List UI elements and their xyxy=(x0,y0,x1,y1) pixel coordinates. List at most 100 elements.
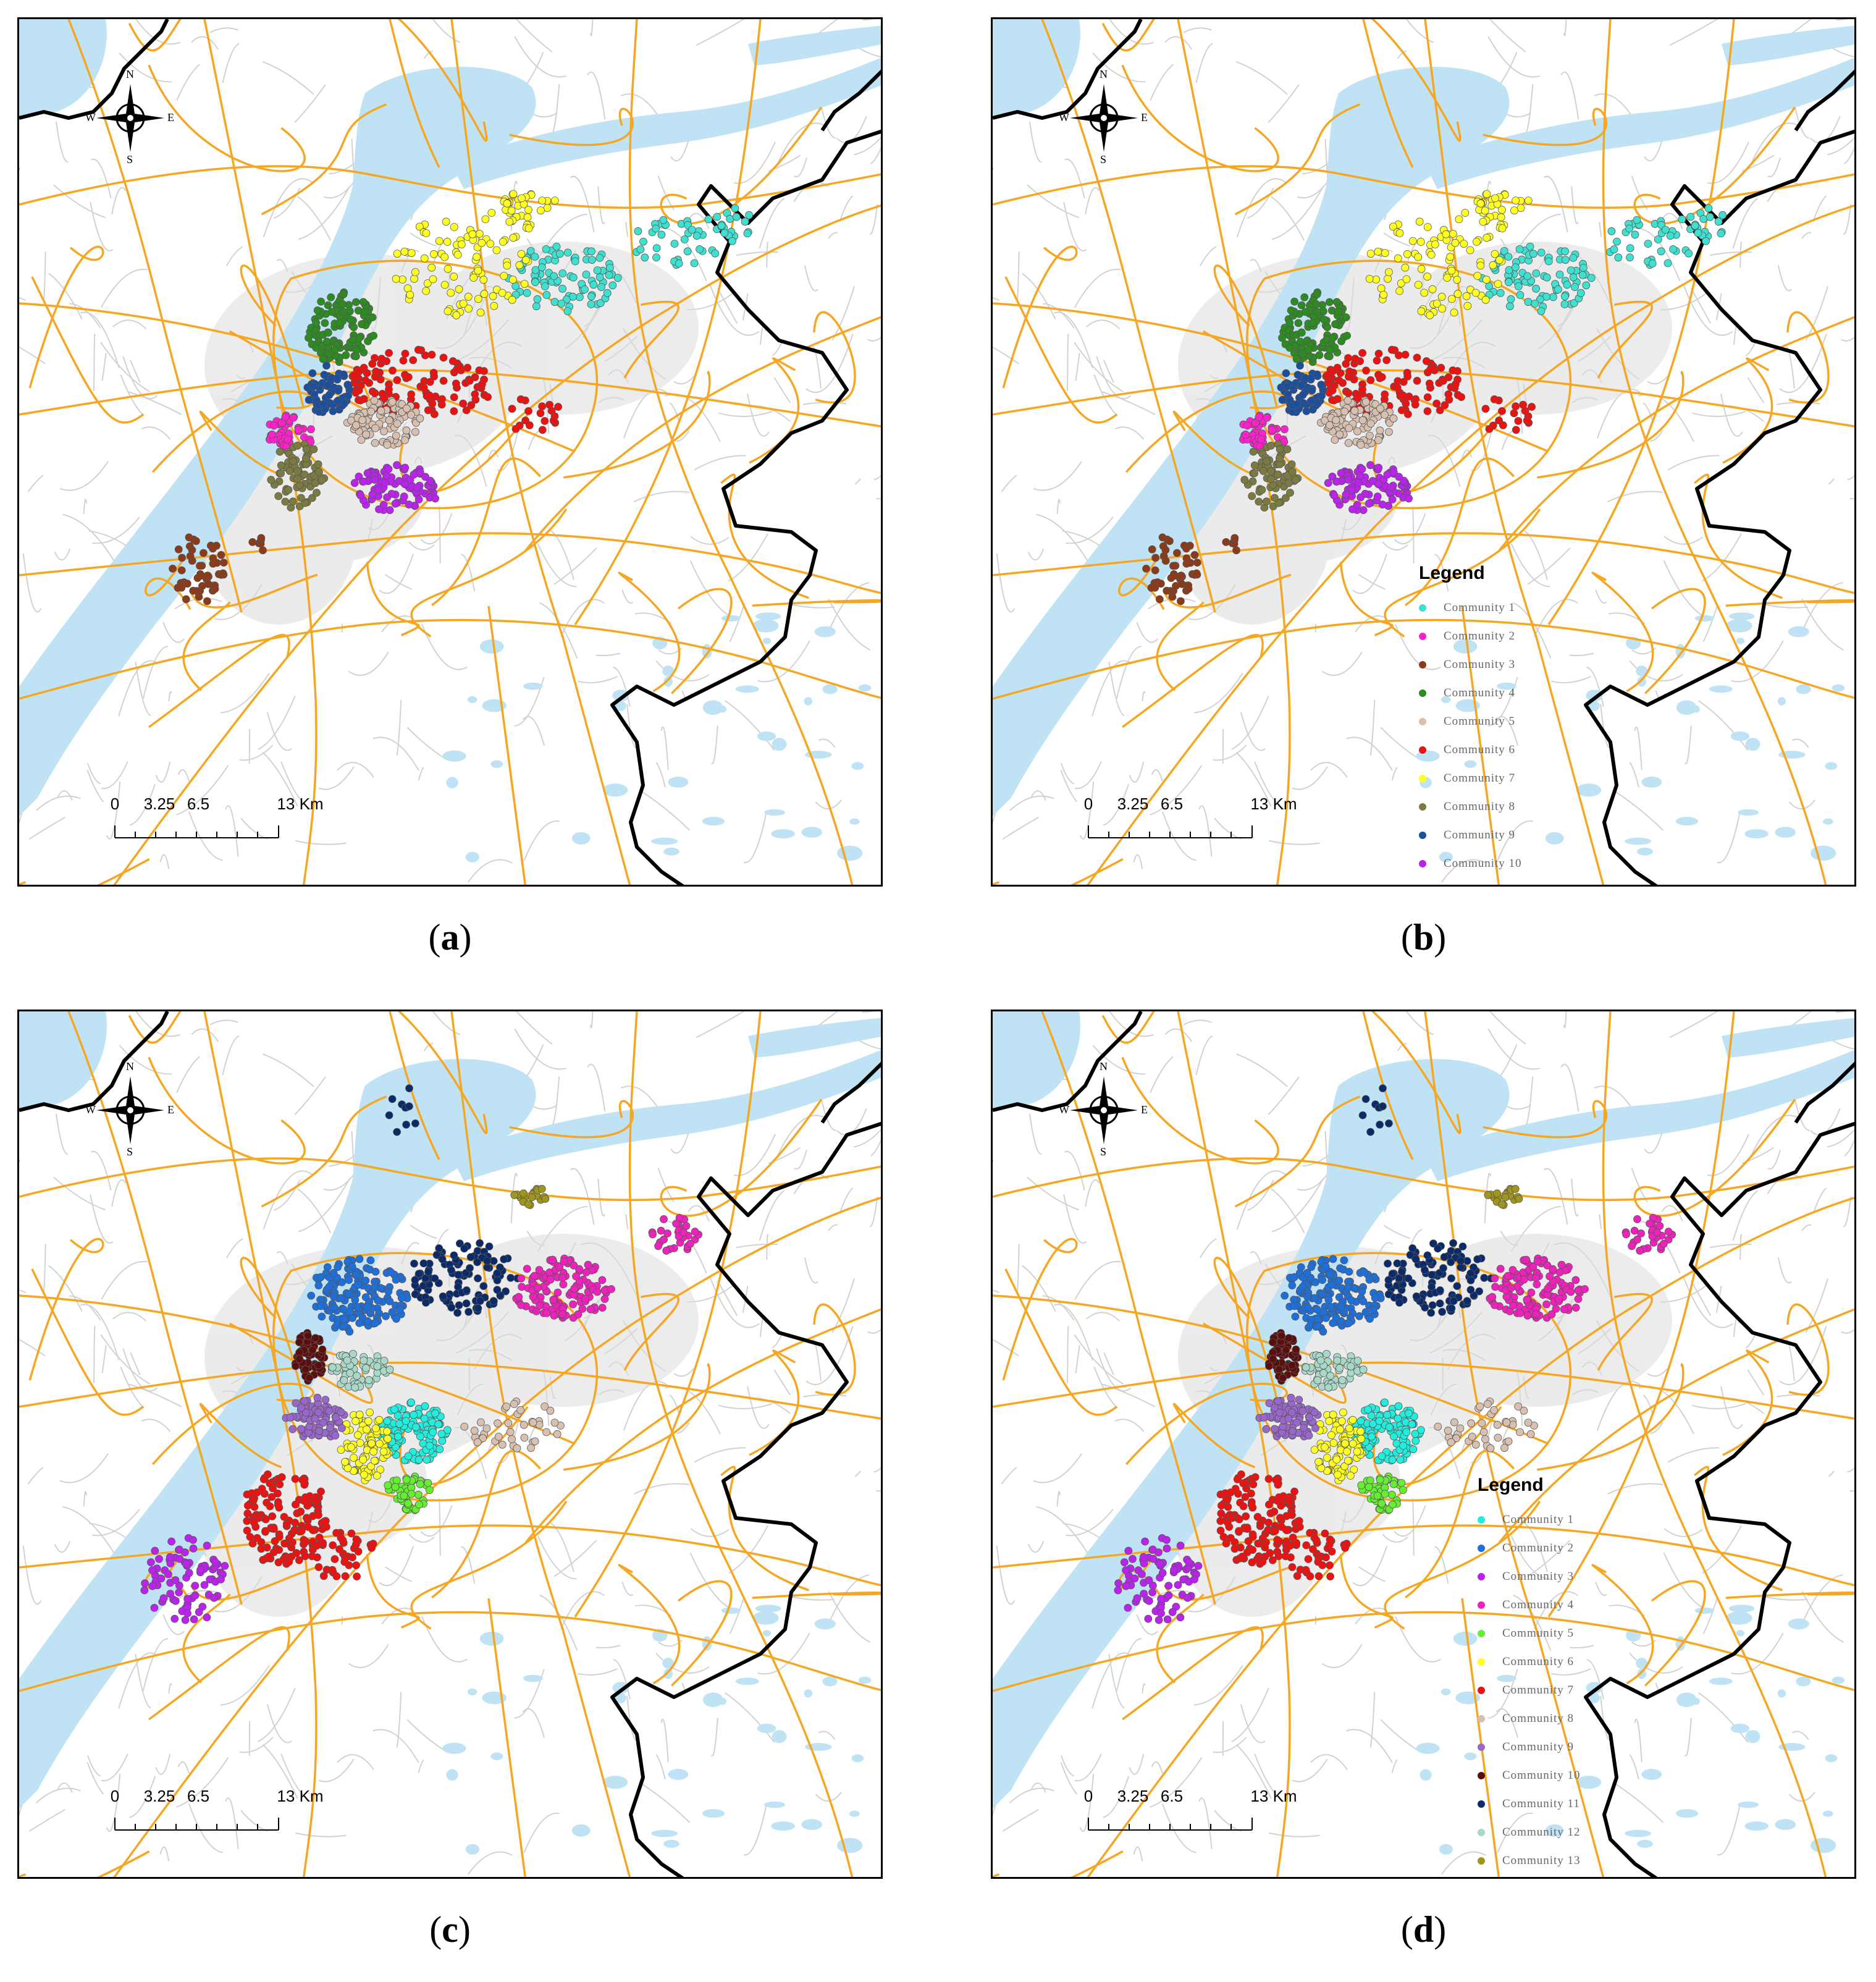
scale-label-2: 6.5 xyxy=(187,1787,210,1805)
community-point xyxy=(297,494,305,502)
community-point xyxy=(316,1273,325,1281)
pond xyxy=(1641,777,1662,788)
community-point xyxy=(314,1408,322,1417)
community-point xyxy=(431,1409,439,1418)
community-point xyxy=(660,1215,668,1223)
community-point xyxy=(1496,289,1505,297)
community-point xyxy=(273,1489,282,1498)
community-point xyxy=(402,426,411,435)
community-point xyxy=(490,1297,498,1305)
community-point xyxy=(401,436,409,444)
community-point xyxy=(1626,253,1634,262)
community-point xyxy=(391,1483,400,1491)
community-point xyxy=(1353,427,1361,436)
community-point xyxy=(368,1544,376,1552)
minor-road xyxy=(709,283,760,336)
community-point xyxy=(432,1250,441,1259)
minor-road xyxy=(1074,761,1102,790)
community-point xyxy=(1463,1297,1471,1305)
community-point xyxy=(393,420,402,428)
community-point xyxy=(372,1472,381,1480)
minor-road xyxy=(776,1115,826,1158)
major-road xyxy=(261,103,387,216)
community-point xyxy=(405,1102,413,1111)
minor-road xyxy=(87,763,101,785)
community-point xyxy=(1529,1263,1537,1271)
community-point xyxy=(1570,299,1578,307)
community-point xyxy=(536,409,545,418)
pond xyxy=(479,1631,504,1646)
community-point xyxy=(494,1433,503,1441)
community-point xyxy=(1323,323,1332,332)
pond xyxy=(571,1824,591,1837)
community-point xyxy=(1657,247,1665,256)
compass-west-label: W xyxy=(1059,111,1069,124)
community-point xyxy=(659,216,668,224)
community-point xyxy=(1365,1275,1374,1284)
community-point xyxy=(372,1424,380,1433)
community-point xyxy=(519,1420,528,1429)
minor-road xyxy=(118,660,157,717)
minor-road xyxy=(1732,198,1759,249)
community-point xyxy=(1249,447,1258,456)
community-point xyxy=(1428,1270,1436,1279)
community-point xyxy=(275,1546,284,1554)
community-point xyxy=(478,380,486,389)
minor-road xyxy=(263,61,314,95)
community-point xyxy=(456,1239,464,1248)
community-point xyxy=(526,247,535,255)
community-point xyxy=(1381,390,1389,399)
minor-road xyxy=(1380,1719,1418,1751)
map-panel-c: N S W E 0 3.25 6.5 13 Km (c) xyxy=(17,1010,883,1950)
community-point xyxy=(300,1480,309,1489)
community-point xyxy=(1633,216,1641,224)
community-point xyxy=(431,1274,439,1283)
compass-west-label: W xyxy=(85,1103,96,1116)
community-point xyxy=(523,1265,531,1273)
community-point xyxy=(438,1255,447,1263)
minor-road xyxy=(112,319,147,330)
minor-road xyxy=(553,547,597,585)
community-point xyxy=(1428,285,1437,293)
minor-road xyxy=(839,1187,854,1214)
legend-swatch xyxy=(1419,633,1426,640)
community-point xyxy=(356,1439,364,1447)
community-point xyxy=(361,1276,370,1285)
community-point xyxy=(393,376,402,384)
legend-label: Community 4 xyxy=(1444,686,1516,699)
minor-road xyxy=(1150,1056,1174,1094)
community-point xyxy=(550,1311,558,1320)
community-point xyxy=(414,1270,423,1278)
minor-road xyxy=(1074,1260,1121,1300)
community-point xyxy=(430,372,438,381)
community-point xyxy=(314,1281,323,1290)
community-point xyxy=(1381,411,1389,419)
minor-road xyxy=(1193,672,1243,714)
community-point xyxy=(1491,250,1499,258)
community-point xyxy=(394,1432,402,1441)
legend-swatch xyxy=(1419,746,1426,754)
major-road xyxy=(366,1554,420,1629)
major-road xyxy=(1213,264,1279,409)
pond xyxy=(1788,1618,1809,1630)
community-point xyxy=(1520,1275,1528,1284)
minor-road xyxy=(83,499,87,515)
admin-boundary xyxy=(993,1011,1854,1877)
community-point xyxy=(308,1346,317,1354)
boundary-line xyxy=(993,1011,1143,1112)
boundary-line xyxy=(820,69,881,132)
community-point xyxy=(257,1545,266,1553)
river-branch xyxy=(1425,57,1854,189)
community-point xyxy=(318,1312,326,1321)
minor-road xyxy=(1406,237,1423,264)
pond xyxy=(702,1809,725,1818)
minor-road xyxy=(1802,582,1843,631)
minor-road xyxy=(1664,536,1703,545)
community-point xyxy=(351,1296,360,1304)
community-point xyxy=(1717,229,1725,238)
minor-road xyxy=(80,1304,120,1360)
community-point xyxy=(598,1304,607,1312)
community-point xyxy=(550,272,558,280)
community-point xyxy=(316,1302,325,1310)
pond xyxy=(804,1689,813,1698)
